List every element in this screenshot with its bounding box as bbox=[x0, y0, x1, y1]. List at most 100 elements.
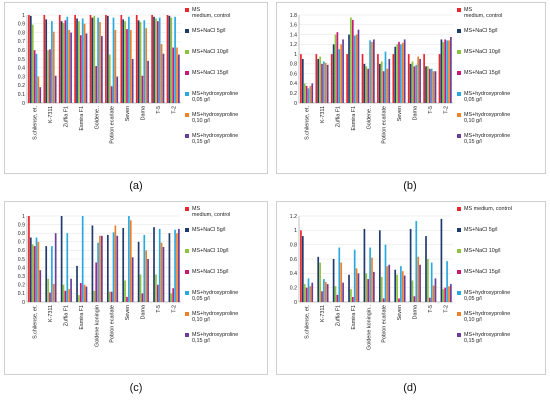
bar bbox=[319, 262, 321, 302]
bar bbox=[168, 233, 171, 302]
legend-label: MS medium, control bbox=[464, 7, 503, 20]
bar bbox=[448, 286, 450, 302]
bar bbox=[145, 28, 148, 104]
bar bbox=[326, 284, 329, 302]
bar bbox=[137, 20, 140, 104]
category-label: T-5 bbox=[428, 106, 434, 114]
legend-swatch bbox=[457, 207, 461, 211]
bar bbox=[101, 235, 103, 302]
legend-label: MS+hydroxyproline 0,05 g/l bbox=[192, 290, 239, 303]
y-tick-label: 0.5 bbox=[18, 57, 25, 63]
bar bbox=[143, 234, 146, 302]
legend-label: MS+NaCl 5g/l bbox=[464, 227, 498, 233]
legend-label: MS+NaCl 15g/l bbox=[464, 70, 501, 76]
legend-swatch bbox=[457, 71, 461, 75]
category-label: Seven bbox=[125, 305, 131, 320]
bar bbox=[332, 259, 335, 302]
y-tick-label: 0.6 bbox=[290, 71, 297, 77]
legend-label: MS medium, control bbox=[192, 206, 231, 219]
chart-panel-d: 0 0.2 0.4 0.6 0.8 1 1.2 S.chilense, et. K-7311 Zu… bbox=[276, 201, 546, 375]
chart-panel-c: 0 0.1 0.2 0.3 0.4 0.5 0.6 0.7 0.8 0.9 1 S.chilense,… bbox=[4, 201, 268, 375]
bar bbox=[348, 34, 350, 103]
legend-label: MS+hydroxyproline 0,10 g/l bbox=[192, 311, 239, 324]
legend-swatch bbox=[457, 249, 461, 253]
bar bbox=[415, 64, 418, 103]
bar bbox=[300, 54, 302, 103]
bar bbox=[52, 283, 55, 302]
bar bbox=[51, 246, 53, 302]
bar bbox=[417, 256, 420, 302]
bar bbox=[430, 68, 433, 103]
bar bbox=[444, 39, 447, 103]
bar bbox=[444, 287, 447, 302]
legend-swatch bbox=[457, 291, 461, 295]
bar bbox=[396, 44, 398, 103]
bar bbox=[174, 16, 176, 103]
bar bbox=[51, 21, 53, 103]
bar bbox=[70, 32, 72, 103]
bar bbox=[332, 44, 335, 103]
bar bbox=[85, 33, 88, 104]
bar bbox=[160, 44, 163, 103]
bar bbox=[305, 85, 308, 103]
bar bbox=[143, 20, 146, 104]
category-label: Esmira F1 bbox=[79, 305, 85, 330]
bar bbox=[394, 269, 397, 302]
bar bbox=[95, 262, 98, 302]
legend-swatch bbox=[185, 50, 189, 54]
y-tick-label: 0.4 bbox=[290, 271, 297, 277]
category-label: T-2 bbox=[171, 106, 177, 114]
legend-label: MS+NaCl 5g/l bbox=[192, 227, 226, 233]
bar bbox=[386, 68, 389, 103]
bar bbox=[76, 265, 78, 302]
bar bbox=[324, 62, 327, 103]
chart-panel-b: 0 0.2 0.4 0.6 0.8 1 1.2 1.4 1.6 1.8 S.chilense, et… bbox=[276, 2, 546, 174]
bar bbox=[29, 237, 32, 302]
bar bbox=[147, 259, 149, 302]
bar bbox=[363, 228, 366, 302]
bar bbox=[398, 41, 400, 103]
bar bbox=[415, 221, 418, 302]
y-tick-label: 0 bbox=[294, 101, 297, 107]
bar bbox=[448, 40, 450, 103]
bar bbox=[386, 266, 389, 302]
legend-swatch bbox=[185, 92, 189, 96]
bar bbox=[340, 262, 343, 302]
y-tick-label: 1 bbox=[294, 228, 297, 234]
bar bbox=[135, 15, 138, 103]
bar bbox=[137, 241, 140, 302]
bar bbox=[58, 15, 61, 103]
bar bbox=[35, 237, 38, 302]
bar bbox=[78, 295, 80, 302]
bar bbox=[334, 34, 337, 103]
bar bbox=[398, 298, 400, 302]
bar bbox=[68, 289, 71, 302]
bar bbox=[353, 249, 356, 302]
bar bbox=[31, 24, 34, 103]
y-tick-label: 0.6 bbox=[18, 248, 25, 254]
bar bbox=[81, 216, 84, 302]
category-label: Zuffia F1 bbox=[64, 106, 70, 127]
bar bbox=[309, 85, 312, 103]
bar bbox=[168, 15, 171, 104]
bar bbox=[112, 17, 115, 103]
bar bbox=[303, 83, 306, 103]
caption-a: (a) bbox=[129, 180, 143, 192]
category-label: Zuffia F1 bbox=[64, 305, 70, 326]
bar bbox=[315, 54, 318, 103]
category-label: T-2 bbox=[443, 305, 449, 313]
y-tick-label: 0.6 bbox=[290, 257, 297, 263]
bar bbox=[411, 280, 414, 302]
bar bbox=[303, 284, 306, 302]
bar bbox=[371, 257, 373, 302]
bar bbox=[39, 270, 42, 302]
category-label: T-2 bbox=[443, 106, 449, 114]
bar bbox=[60, 216, 63, 302]
y-tick-label: 0.4 bbox=[18, 66, 25, 72]
bar bbox=[141, 75, 144, 103]
legend-swatch bbox=[185, 8, 189, 12]
category-label: T-5 bbox=[156, 106, 162, 114]
legend-swatch bbox=[457, 8, 461, 12]
y-tick-label: 0.7 bbox=[18, 39, 25, 45]
bar bbox=[162, 53, 165, 103]
